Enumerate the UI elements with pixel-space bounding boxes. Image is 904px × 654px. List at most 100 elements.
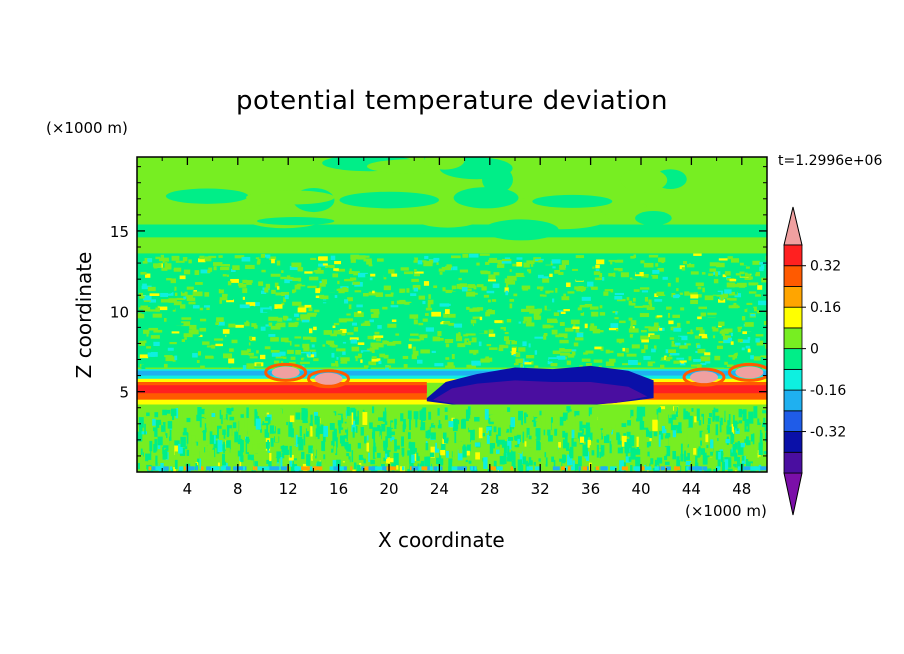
mid-speckle <box>307 354 315 358</box>
mid-speckle <box>340 360 348 364</box>
mid-speckle <box>260 331 265 336</box>
mid-speckle <box>389 335 399 340</box>
lower-speckle <box>281 445 284 453</box>
lower-speckle <box>521 456 527 465</box>
x-tick-label: 16 <box>329 480 348 498</box>
lower-speckle <box>745 458 749 467</box>
mid-speckle <box>199 318 207 322</box>
lower-speckle <box>517 424 523 435</box>
surface-speckle <box>382 466 389 471</box>
mid-speckle <box>143 340 147 344</box>
lower-speckle <box>259 457 262 462</box>
mid-speckle <box>445 357 450 360</box>
lower-speckle <box>225 414 228 421</box>
lower-speckle <box>708 412 712 418</box>
surface-speckle <box>225 466 230 471</box>
mid-speckle <box>173 361 177 366</box>
mid-speckle <box>686 320 690 324</box>
mid-speckle <box>479 253 490 256</box>
mid-speckle <box>218 321 225 326</box>
mid-speckle <box>357 311 362 314</box>
x-tick-label: 32 <box>531 480 550 498</box>
mid-speckle <box>216 317 224 322</box>
lower-speckle <box>254 461 259 470</box>
lower-speckle <box>551 422 554 431</box>
lower-speckle <box>400 455 403 465</box>
lower-speckle <box>225 447 230 460</box>
mid-speckle <box>281 302 285 306</box>
mid-speckle <box>535 315 542 320</box>
lower-speckle <box>596 444 599 458</box>
mid-speckle <box>274 304 283 309</box>
lower-speckle <box>668 414 672 424</box>
lower-speckle <box>413 411 419 420</box>
surface-speckle <box>421 466 428 471</box>
mid-speckle <box>318 273 329 277</box>
mid-speckle <box>315 269 324 274</box>
lower-speckle <box>718 451 721 460</box>
lower-speckle <box>686 444 689 448</box>
lower-speckle <box>636 418 639 422</box>
lower-speckle <box>628 457 632 462</box>
lower-speckle <box>161 425 165 432</box>
mid-speckle <box>721 333 725 336</box>
lower-speckle <box>443 408 446 412</box>
mid-speckle <box>453 323 463 328</box>
mid-speckle <box>567 354 575 358</box>
mid-speckle <box>223 353 233 359</box>
lower-speckle <box>262 439 266 446</box>
lower-speckle <box>301 429 307 433</box>
mid-speckle <box>718 321 725 326</box>
mid-speckle <box>504 287 509 293</box>
lower-speckle <box>348 434 353 438</box>
mid-speckle <box>246 287 256 293</box>
mid-speckle <box>316 344 321 348</box>
lower-speckle <box>496 449 501 454</box>
mid-speckle <box>201 338 210 342</box>
mid-speckle <box>210 364 219 368</box>
lower-speckle <box>228 408 232 415</box>
mid-speckle <box>433 285 438 289</box>
mid-speckle <box>239 304 250 309</box>
lower-speckle <box>537 414 542 421</box>
mid-speckle <box>467 276 471 279</box>
mid-speckle <box>535 258 544 261</box>
mid-speckle <box>347 332 354 335</box>
lower-speckle <box>719 460 724 469</box>
field-layer <box>137 157 767 472</box>
lower-speckle <box>277 428 281 435</box>
mid-speckle <box>613 268 620 271</box>
upper-blob <box>339 191 440 209</box>
lower-speckle <box>474 416 480 422</box>
mid-speckle <box>672 294 681 298</box>
mid-speckle <box>632 276 642 279</box>
lower-speckle <box>261 425 267 435</box>
mid-speckle <box>678 349 682 354</box>
mid-speckle <box>479 319 487 325</box>
surface-speckle <box>660 466 666 471</box>
surface-speckle <box>490 466 494 471</box>
lower-speckle <box>400 413 404 422</box>
mid-speckle <box>410 333 419 336</box>
lower-speckle <box>212 423 217 435</box>
mid-speckle <box>476 262 480 266</box>
lower-speckle <box>229 428 232 437</box>
lower-speckle <box>466 444 471 452</box>
lower-speckle <box>425 449 428 461</box>
lower-speckle <box>643 427 649 435</box>
mid-speckle <box>338 318 347 323</box>
lower-speckle <box>169 440 174 450</box>
lower-speckle <box>391 440 397 451</box>
mid-speckle <box>465 333 476 336</box>
mid-speckle <box>179 304 186 309</box>
lower-speckle <box>213 440 218 449</box>
mid-speckle <box>735 273 741 276</box>
mid-speckle <box>731 341 738 345</box>
mid-speckle <box>248 336 253 341</box>
mid-speckle <box>563 293 566 297</box>
mid-speckle <box>399 288 406 293</box>
mid-speckle <box>422 318 428 322</box>
lower-speckle <box>409 442 416 455</box>
mid-speckle <box>709 333 713 338</box>
mid-speckle <box>503 345 509 349</box>
